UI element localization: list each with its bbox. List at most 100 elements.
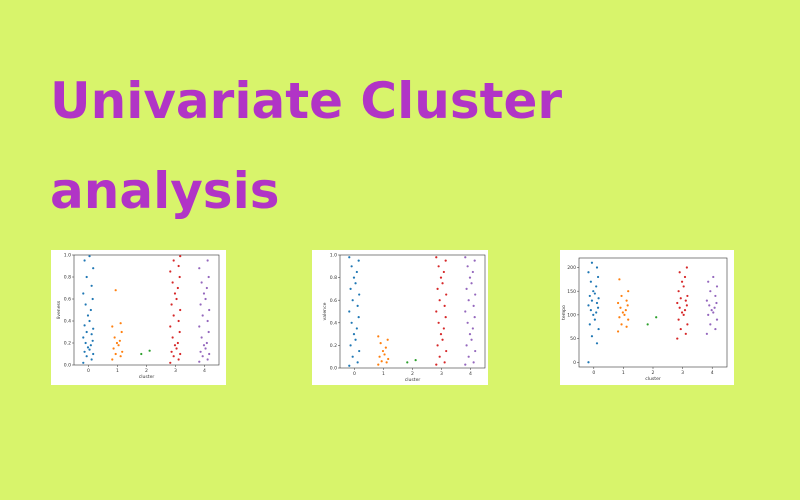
x-tick-label: 3 (681, 370, 684, 376)
data-point (92, 267, 95, 270)
data-point (357, 259, 360, 262)
data-point (438, 299, 441, 302)
data-point (680, 311, 684, 314)
data-point (357, 316, 360, 319)
data-point (587, 361, 590, 364)
data-point (349, 287, 352, 290)
y-axis-label: liveness (56, 300, 62, 319)
data-point (82, 292, 85, 295)
plot-frame (73, 254, 220, 366)
data-point (712, 275, 715, 279)
data-point (468, 333, 472, 336)
liveness-chart-svg: 0.0 0.2 0.4 0.6 0.8 1.0 0 1 2 3 4 cluster liveness (56, 253, 220, 380)
data-point (470, 282, 473, 285)
data-point (114, 289, 117, 292)
data-point (468, 276, 472, 279)
data-point (169, 361, 172, 364)
data-point (465, 287, 468, 290)
data-point (378, 355, 381, 358)
data-point (596, 275, 600, 279)
data-point (708, 304, 711, 307)
y-axis-label: valence (322, 302, 328, 320)
data-point (119, 322, 122, 325)
data-point (356, 361, 359, 364)
x-tick-label: 4 (711, 370, 714, 376)
data-point (465, 344, 468, 347)
data-point (83, 259, 86, 262)
data-point (620, 294, 623, 298)
data-point (683, 275, 687, 279)
data-point (200, 336, 203, 339)
data-point (597, 327, 600, 331)
cluster-2-points (406, 358, 417, 364)
data-point (474, 349, 477, 353)
data-point (198, 360, 201, 363)
data-point (470, 338, 473, 341)
data-point (86, 314, 90, 317)
data-point (90, 358, 93, 361)
data-point (620, 323, 623, 326)
data-point (92, 352, 95, 356)
data-point (684, 299, 687, 302)
data-point (715, 285, 719, 288)
data-point (179, 352, 182, 356)
data-point (201, 314, 204, 317)
data-point (90, 284, 93, 287)
data-point (435, 256, 438, 259)
y-tick-label: 0.8 (330, 275, 337, 281)
cluster-3-points (435, 256, 448, 366)
data-point (380, 360, 383, 363)
data-point (354, 282, 357, 285)
data-point (172, 259, 175, 262)
data-point (437, 321, 440, 324)
data-point (170, 350, 173, 353)
x-tick-label: 2 (145, 368, 148, 374)
data-point (114, 352, 117, 356)
data-point (595, 342, 599, 345)
data-point (464, 310, 467, 313)
cluster-3-points (169, 255, 182, 364)
data-point (435, 363, 438, 366)
data-point (172, 355, 175, 358)
data-point (111, 358, 114, 361)
data-point (386, 338, 389, 341)
data-point (439, 276, 443, 279)
data-point (436, 287, 439, 290)
slide-title-line-2: analysis (50, 162, 280, 220)
data-point (177, 319, 180, 323)
cluster-0-points (587, 261, 600, 364)
data-point (178, 330, 181, 334)
data-point (588, 294, 591, 298)
data-point (112, 347, 115, 350)
data-point (625, 299, 628, 302)
data-point (472, 361, 475, 364)
data-point (82, 361, 85, 364)
data-point (705, 299, 708, 302)
data-point (351, 355, 354, 358)
data-point (445, 293, 448, 296)
data-point (436, 344, 439, 347)
data-point (352, 333, 356, 336)
tempo-chart-svg: 0 50 100 150 200 0 1 2 3 4 cluster tempo (561, 257, 728, 382)
data-point (205, 286, 208, 290)
data-point (587, 271, 590, 274)
data-point (683, 309, 687, 312)
data-point (348, 256, 351, 259)
data-point (115, 341, 119, 345)
data-point (714, 294, 717, 298)
x-tick-label: 0 (592, 370, 595, 376)
data-point (707, 280, 710, 283)
data-point (200, 281, 203, 284)
data-point (595, 311, 598, 314)
x-tick-label: 0 (87, 368, 90, 374)
y-tick-label: 0.4 (330, 320, 337, 326)
data-point (710, 309, 713, 312)
data-point (682, 285, 685, 288)
data-point (86, 346, 90, 349)
x-tick-label: 1 (382, 371, 385, 377)
data-point (593, 318, 596, 321)
data-point (351, 299, 354, 302)
data-point (204, 297, 207, 301)
cluster-3-points (676, 266, 689, 340)
data-point (466, 265, 469, 268)
